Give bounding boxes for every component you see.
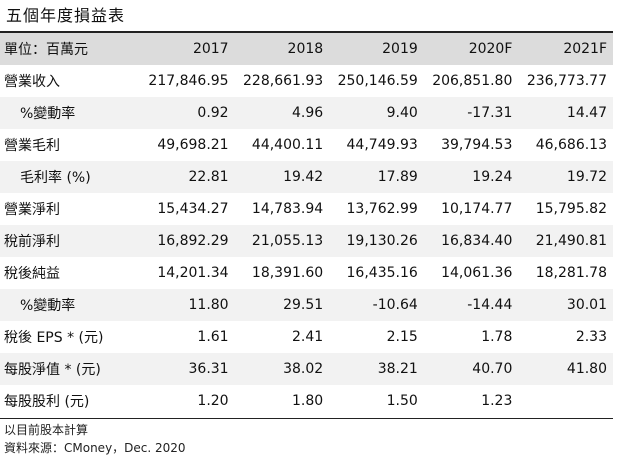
cell-value [518, 385, 613, 417]
cell-value: 38.21 [377, 361, 418, 377]
income-statement-table: 單位：百萬元 2017 2018 2019 2020F 2021F 營業收入 2… [0, 33, 613, 417]
cell-value: 14.47 [566, 105, 607, 121]
cell-value: 15,434.27 [157, 201, 229, 217]
cell-value: 10,174.77 [441, 201, 513, 217]
cell-value: 40.70 [472, 361, 513, 377]
header-row: 單位：百萬元 2017 2018 2019 2020F 2021F [0, 33, 613, 65]
cell-value: 30.01 [566, 297, 607, 313]
table-row: %變動率 11.80 29.51 -10.64 -14.44 30.01 [0, 289, 613, 321]
cell-value: 14,783.94 [251, 201, 324, 217]
year-header: 2021F [563, 41, 607, 57]
row-label: 稅後 EPS * (元) [4, 330, 104, 346]
table-row: 營業收入 217,846.95 228,661.93 250,146.59 20… [0, 65, 613, 97]
cell-value: 236,773.77 [526, 73, 607, 89]
row-label: %變動率 [20, 298, 76, 314]
cell-value: 15,795.82 [535, 201, 607, 217]
row-label: 營業收入 [4, 74, 60, 90]
cell-value: 21,490.81 [535, 233, 607, 249]
row-label: %變動率 [20, 106, 76, 122]
cell-value: -10.64 [372, 297, 418, 313]
cell-value: 9.40 [386, 105, 418, 121]
year-header: 2018 [287, 41, 324, 57]
table-row: 稅後純益 14,201.34 18,391.60 16,435.16 14,06… [0, 257, 613, 289]
row-label: 稅後純益 [4, 266, 60, 282]
row-label: 稅前淨利 [4, 234, 60, 250]
cell-value: 39,794.53 [441, 137, 513, 153]
cell-value: 21,055.13 [251, 233, 324, 249]
cell-value: 14,201.34 [157, 265, 229, 281]
cell-value: -14.44 [467, 297, 513, 313]
cell-value: 1.23 [481, 393, 513, 409]
cell-value: 19.72 [566, 169, 607, 185]
row-label: 營業毛利 [4, 138, 60, 154]
cell-value: 18,391.60 [251, 265, 324, 281]
cell-value: 44,400.11 [251, 137, 324, 153]
cell-value: 250,146.59 [337, 73, 418, 89]
row-label: 每股股利 (元) [4, 394, 90, 410]
cell-value: 1.78 [481, 329, 513, 345]
basis-note: 以目前股本計算 [4, 423, 89, 437]
cell-value: 0.92 [197, 105, 229, 121]
table-title: 五個年度損益表 [6, 6, 126, 25]
top-rule [0, 31, 613, 33]
cell-value: 46,686.13 [535, 137, 607, 153]
cell-value: 228,661.93 [243, 73, 324, 89]
cell-value: 16,834.40 [441, 233, 513, 249]
cell-value: 2.15 [386, 329, 418, 345]
year-header: 2019 [382, 41, 418, 57]
cell-value: 4.96 [292, 105, 324, 121]
cell-value: 19.42 [283, 169, 324, 185]
cell-value: 38.02 [283, 361, 324, 377]
cell-value: -17.31 [467, 105, 513, 121]
unit-label: 單位：百萬元 [4, 42, 88, 58]
cell-value: 18,281.78 [535, 265, 607, 281]
table-row: 每股股利 (元) 1.20 1.80 1.50 1.23 [0, 385, 613, 417]
table-row: 每股淨值 * (元) 36.31 38.02 38.21 40.70 41.80 [0, 353, 613, 385]
cell-value: 1.61 [197, 329, 229, 345]
cell-value: 217,846.95 [148, 73, 229, 89]
cell-value: 14,061.36 [441, 265, 513, 281]
source-note: 資料來源：CMoney，Dec. 2020 [4, 441, 186, 455]
cell-value: 2.41 [292, 329, 324, 345]
table-row: %變動率 0.92 4.96 9.40 -17.31 14.47 [0, 97, 613, 129]
cell-value: 1.80 [292, 393, 324, 409]
year-header: 2017 [192, 41, 229, 57]
cell-value: 13,762.99 [346, 201, 418, 217]
row-label: 每股淨值 * (元) [4, 362, 101, 378]
row-label: 毛利率 (%) [20, 170, 91, 186]
cell-value: 36.31 [188, 361, 229, 377]
cell-value: 16,435.16 [346, 265, 418, 281]
cell-value: 19.24 [472, 169, 513, 185]
cell-value: 41.80 [566, 361, 607, 377]
cell-value: 44,749.93 [346, 137, 418, 153]
cell-value: 22.81 [188, 169, 229, 185]
bottom-rule [0, 418, 613, 419]
cell-value: 16,892.29 [157, 233, 229, 249]
cell-value: 11.80 [188, 297, 229, 313]
table-row: 毛利率 (%) 22.81 19.42 17.89 19.24 19.72 [0, 161, 613, 193]
cell-value: 1.50 [386, 393, 418, 409]
cell-value: 17.89 [377, 169, 418, 185]
table-row: 稅前淨利 16,892.29 21,055.13 19,130.26 16,83… [0, 225, 613, 257]
cell-value: 1.20 [197, 393, 229, 409]
row-label: 營業淨利 [4, 202, 60, 218]
table-row: 營業淨利 15,434.27 14,783.94 13,762.99 10,17… [0, 193, 613, 225]
cell-value: 2.33 [575, 329, 607, 345]
year-header: 2020F [468, 41, 513, 57]
table-row: 稅後 EPS * (元) 1.61 2.41 2.15 1.78 2.33 [0, 321, 613, 353]
cell-value: 49,698.21 [157, 137, 229, 153]
cell-value: 206,851.80 [432, 73, 513, 89]
cell-value: 29.51 [283, 297, 324, 313]
table-row: 營業毛利 49,698.21 44,400.11 44,749.93 39,79… [0, 129, 613, 161]
cell-value: 19,130.26 [346, 233, 418, 249]
